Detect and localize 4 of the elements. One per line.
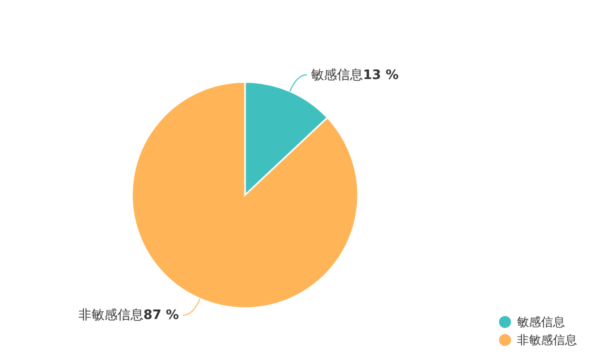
data-label: 13 % (363, 68, 399, 83)
legend-label: 敏感信息 (517, 315, 565, 329)
data-label: 87 % (143, 308, 179, 324)
legend-label: 非敏感信息 (517, 333, 577, 347)
